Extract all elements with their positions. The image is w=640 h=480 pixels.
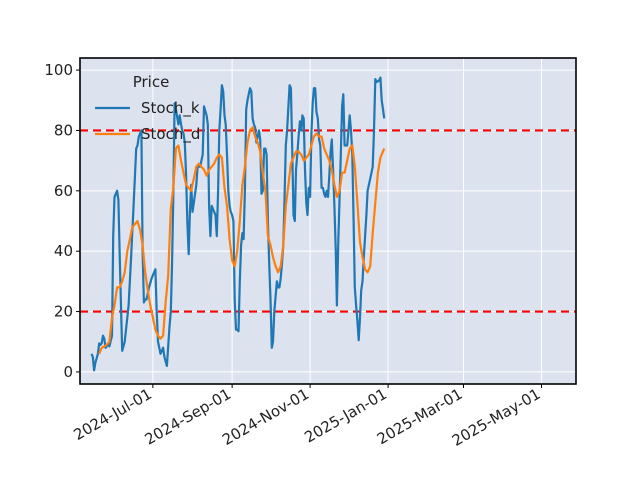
series-line-stoch-k xyxy=(90,76,386,372)
legend-label-stoch-d: Stoch_d xyxy=(141,125,200,144)
reference-lines xyxy=(80,129,576,313)
legend-label-stoch-k: Stoch_k xyxy=(141,99,200,118)
x-tick-label: 2024-Nov-01 xyxy=(219,385,312,449)
x-tick-label: 2025-May-01 xyxy=(449,385,544,450)
y-axis-ticks: 0 20 40 60 80 100 xyxy=(44,61,80,381)
legend-title: Price xyxy=(133,73,170,91)
y-tick-label: 20 xyxy=(54,303,73,321)
series-line-stoch-d xyxy=(98,126,386,355)
series-layer xyxy=(90,76,386,372)
x-tick-label: 2024-Sep-01 xyxy=(142,385,234,449)
y-tick-label: 60 xyxy=(54,182,73,200)
y-tick-label: 80 xyxy=(54,121,73,139)
y-tick-label: 100 xyxy=(44,61,73,79)
x-axis-ticks: 2024-Jul-012024-Sep-012024-Nov-012025-Ja… xyxy=(70,384,543,450)
plot-frame xyxy=(79,57,577,385)
legend: Price Stoch_k Stoch_d xyxy=(95,73,200,144)
y-tick-label: 0 xyxy=(63,363,73,381)
y-tick-label: 40 xyxy=(54,242,73,260)
